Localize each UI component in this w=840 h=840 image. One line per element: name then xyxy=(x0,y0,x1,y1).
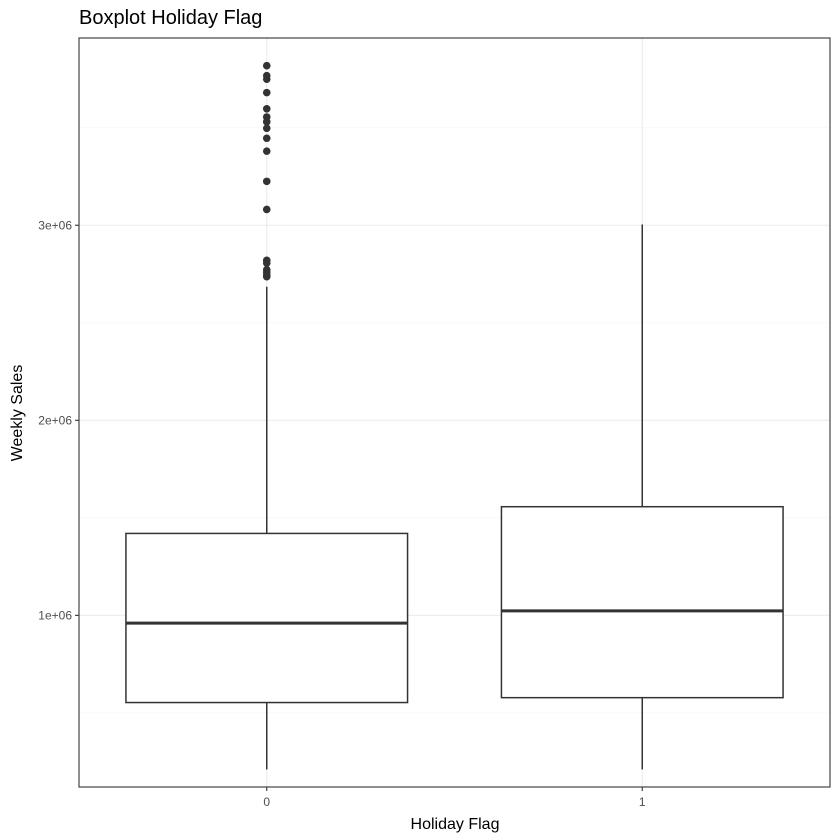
outlier-point-0 xyxy=(262,105,271,113)
x-tick-label: 1 xyxy=(639,795,646,809)
outlier-point-0 xyxy=(262,75,271,83)
outlier-point-0 xyxy=(262,134,271,143)
plot-area: 1e+06 2e+06 3e+06 0 1 xyxy=(38,37,831,809)
box-0 xyxy=(125,532,409,704)
outlier-point-0 xyxy=(262,177,271,186)
outlier-point-0 xyxy=(262,272,271,281)
outlier-point-0 xyxy=(262,88,271,97)
outlier-point-0 xyxy=(262,147,271,155)
x-axis-title: Holiday Flag xyxy=(411,816,500,833)
outlier-point-0 xyxy=(262,124,271,133)
outlier-point-0 xyxy=(262,205,271,214)
box-1 xyxy=(500,505,784,699)
x-tick-label: 0 xyxy=(263,795,270,809)
y-tick-label: 2e+06 xyxy=(38,413,72,427)
y-tick-label: 3e+06 xyxy=(38,218,72,232)
y-tick-label: 1e+06 xyxy=(38,608,72,622)
outlier-point-0 xyxy=(262,259,271,267)
chart-title: Boxplot Holiday Flag xyxy=(79,7,262,29)
outlier-point-0 xyxy=(262,61,271,70)
outlier-point-0 xyxy=(262,118,271,126)
panel-border xyxy=(78,37,831,788)
y-axis-title: Weekly Sales xyxy=(9,365,26,462)
